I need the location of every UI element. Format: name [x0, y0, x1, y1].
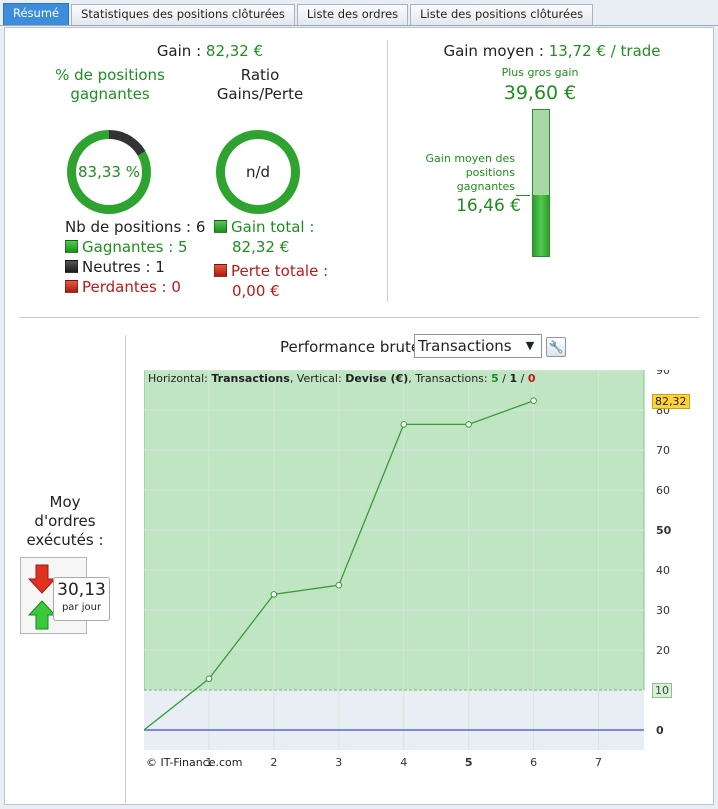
x-tick-label: 5	[465, 756, 473, 769]
nb-positions: Nb de positions : 6	[65, 218, 206, 236]
data-point	[530, 397, 537, 405]
winners-line: Gagnantes : 5	[65, 237, 205, 257]
y-tick-label: 20	[656, 644, 670, 657]
gain-label: Gain :	[156, 42, 206, 60]
average-win-label: Gain moyen des positions gagnantes	[425, 152, 515, 193]
biggest-gain-value: 39,60 €	[503, 82, 577, 104]
totals: Gain total : 82,32 € Perte totale : 0,00…	[214, 217, 328, 301]
winners-swatch	[65, 240, 78, 253]
performance-title: Performance brute	[280, 338, 421, 356]
info-mid: , Vertical:	[289, 372, 346, 385]
ratio-ring-text: n/d	[225, 139, 291, 205]
average-gain-bar	[532, 109, 550, 257]
tab-closed-position-stats[interactable]: Statistiques des positions clôturées	[71, 4, 295, 25]
loss-total-swatch	[214, 264, 227, 277]
y-tick-label: 40	[656, 564, 670, 577]
ratio-title: Ratio Gains/Perte	[216, 66, 304, 103]
performance-select-value: Transactions	[418, 337, 512, 355]
info-neutral: 1	[509, 372, 518, 385]
data-point	[335, 581, 343, 589]
horizontal-divider	[19, 317, 699, 318]
info-vertical: Devise (€)	[345, 372, 409, 385]
data-point	[205, 675, 213, 683]
gain-total-label-line: Gain total :	[214, 217, 328, 237]
orders-count-value: 30,13	[57, 580, 106, 600]
chart-copyright: © IT-Finance.com	[146, 756, 243, 769]
info-sep1: /	[498, 372, 510, 385]
gain-total-value: 82,32 €	[232, 238, 290, 256]
winning-title: % de positions gagnantes	[55, 66, 165, 103]
data-point	[465, 421, 472, 428]
info-sep2: /	[517, 372, 528, 385]
y-tick-label: 30	[656, 604, 670, 617]
tab-order-list[interactable]: Liste des ordres	[296, 4, 409, 25]
tab-closed-position-list[interactable]: Liste des positions clôturées	[410, 4, 594, 25]
x-tick-label: 3	[335, 756, 342, 769]
average-gain-value: 13,72 € / trade	[548, 42, 661, 60]
data-point	[400, 421, 408, 428]
x-tick-label: 4	[400, 756, 407, 769]
y-tick-labels: 0102030405060708090	[656, 364, 672, 737]
tab-bar: Résumé Statistiques des positions clôtur…	[0, 0, 718, 26]
orders-label: Moy d'ordres exécutés :	[26, 493, 104, 549]
gain-total-swatch	[214, 220, 227, 233]
info-tx: , Transactions:	[408, 372, 492, 385]
neutrals-line: Neutres : 1	[65, 257, 205, 277]
settings-wrench-button[interactable]: 🔧	[546, 337, 566, 357]
x-tick-label: 6	[530, 756, 537, 769]
data-point	[270, 591, 278, 598]
loss-total-label: Perte totale :	[231, 262, 329, 280]
chevron-down-icon[interactable]: ▼	[525, 339, 535, 352]
y-tick-label: 60	[656, 484, 670, 497]
reference-value-tag: 10	[652, 683, 672, 698]
tab-resume[interactable]: Résumé	[3, 3, 70, 25]
vertical-divider	[387, 40, 388, 302]
x-tick-label: 7	[595, 756, 602, 769]
average-gain-header: Gain moyen : 13,72 € / trade	[397, 42, 707, 60]
y-tick-label: 0	[656, 724, 664, 737]
average-win-pointer	[516, 195, 530, 196]
position-counts: Nb de positions : 6 Gagnantes : 5 Neutre…	[65, 217, 205, 297]
info-lose: 0	[527, 372, 536, 385]
loss-total-label-line: Perte totale :	[214, 261, 328, 281]
average-gain-label: Gain moyen :	[443, 42, 549, 60]
last-value-tag: 82,32	[652, 393, 690, 409]
orders-count-unit: par jour	[61, 602, 102, 613]
x-tick-label: 2	[270, 756, 277, 769]
neutrals-text: Neutres : 1	[82, 258, 165, 276]
y-tick-label: 50	[656, 524, 672, 537]
losers-line: Perdantes : 0	[65, 277, 205, 297]
info-prefix: Horizontal:	[148, 372, 212, 385]
losers-text: Perdantes : 0	[82, 278, 181, 296]
series-points	[205, 397, 537, 683]
loss-total-value: 0,00 €	[232, 282, 280, 300]
gain-value: 82,32 €	[205, 42, 264, 60]
ratio-ring: n/d	[216, 130, 300, 214]
chart-info: Horizontal: Transactions, Vertical: Devi…	[148, 372, 536, 385]
losers-swatch	[65, 280, 78, 293]
neutrals-swatch	[65, 260, 78, 273]
lower-divider	[125, 335, 126, 803]
orders-arrows-icon	[28, 564, 56, 630]
performance-select[interactable]: Transactions ▼	[414, 334, 542, 358]
gain-total-label: Gain total :	[231, 218, 315, 236]
winners-text: Gagnantes : 5	[82, 238, 188, 256]
info-win: 5	[491, 372, 499, 385]
winning-ring-text: 83,33 %	[76, 139, 142, 205]
orders-count-box: 30,13 par jour	[53, 577, 110, 621]
summary-panel: Gain : 82,32 € % de positions gagnantes …	[4, 27, 714, 805]
gain-header: Gain : 82,32 €	[85, 42, 335, 60]
average-win-value: 16,46 €	[456, 196, 521, 216]
info-horizontal: Transactions	[211, 372, 290, 385]
wrench-icon: 🔧	[548, 340, 564, 354]
x-tick-label: 1	[205, 756, 212, 769]
y-tick-label: 70	[656, 444, 670, 457]
average-gain-bar-fill	[533, 195, 549, 256]
winning-ring: 83,33 %	[67, 130, 151, 214]
biggest-gain-label: Plus gros gain	[501, 66, 579, 79]
y-tick-label: 90	[656, 370, 670, 377]
x-tick-labels: 1 2 3 4 5 6 7	[205, 756, 602, 769]
